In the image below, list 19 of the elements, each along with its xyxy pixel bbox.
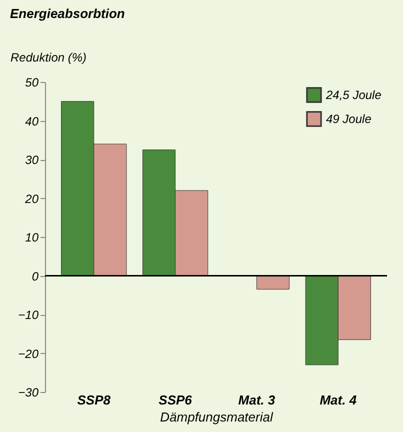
bar bbox=[256, 276, 290, 290]
chart-title: Energieabsorbtion bbox=[10, 6, 125, 21]
y-tick-label: −30 bbox=[18, 386, 39, 400]
x-tick-label: Mat. 3 bbox=[238, 392, 276, 408]
x-tick-label: Mat. 4 bbox=[320, 392, 358, 408]
y-tick-label: −20 bbox=[18, 346, 39, 361]
y-axis-title: Reduktion (%) bbox=[10, 50, 87, 64]
legend-label: 49 Joule bbox=[326, 112, 372, 126]
legend-label: 24,5 Joule bbox=[325, 88, 382, 102]
y-tick-label: 50 bbox=[25, 76, 39, 90]
x-tick-label: SSP6 bbox=[158, 392, 193, 408]
y-tick-label: 30 bbox=[25, 153, 39, 167]
x-tick-label: SSP8 bbox=[77, 392, 112, 408]
y-tick-label: 20 bbox=[24, 192, 39, 206]
y-tick-label: 10 bbox=[25, 230, 39, 244]
x-axis-title: Dämpfungsmaterial bbox=[160, 410, 274, 424]
y-tick-label: −10 bbox=[18, 308, 39, 322]
y-tick-label: 0 bbox=[32, 269, 39, 284]
y-tick-label: 40 bbox=[25, 114, 39, 128]
